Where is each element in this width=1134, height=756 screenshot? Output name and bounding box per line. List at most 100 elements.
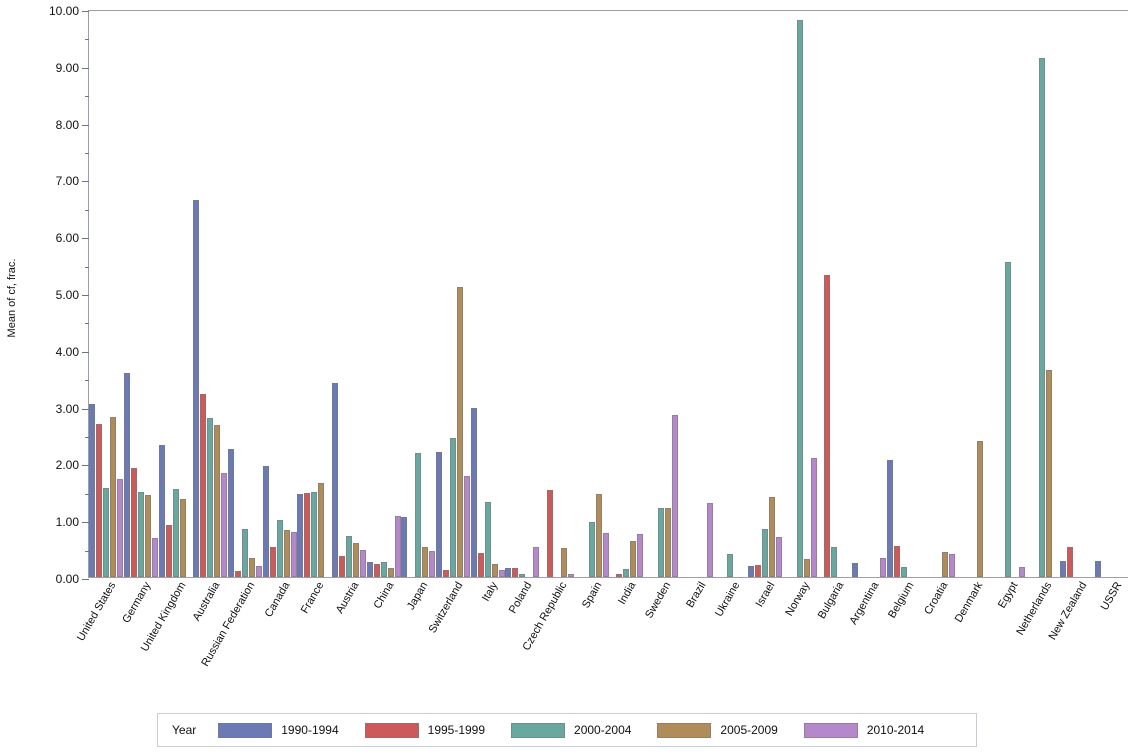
bar[interactable] (422, 547, 429, 577)
bar[interactable] (803, 559, 810, 577)
bar[interactable] (505, 568, 512, 577)
bar[interactable] (630, 541, 637, 577)
bar[interactable] (103, 487, 110, 577)
bar[interactable] (851, 563, 859, 577)
bar[interactable] (269, 546, 276, 577)
bar[interactable] (96, 424, 103, 577)
bar[interactable] (262, 466, 269, 577)
bar[interactable] (824, 275, 831, 577)
bar[interactable] (623, 569, 630, 577)
bar[interactable] (130, 467, 138, 577)
bar[interactable] (588, 522, 595, 577)
bar[interactable] (595, 493, 602, 577)
bar[interactable] (747, 565, 755, 577)
bar[interactable] (761, 529, 769, 577)
bar[interactable] (221, 472, 228, 577)
bar[interactable] (879, 557, 887, 577)
bar[interactable] (429, 551, 436, 577)
bar[interactable] (900, 566, 907, 577)
bar[interactable] (942, 552, 949, 577)
bar[interactable] (1018, 567, 1025, 577)
bar[interactable] (283, 530, 290, 577)
bar[interactable] (297, 493, 304, 577)
bar[interactable] (1004, 261, 1011, 577)
bar[interactable] (345, 536, 353, 577)
bar[interactable] (380, 561, 387, 577)
legend-item[interactable]: 1990-1994 (218, 722, 339, 738)
bar[interactable] (546, 490, 554, 577)
bar[interactable] (976, 441, 984, 577)
bar[interactable] (394, 516, 401, 577)
bar[interactable] (706, 503, 713, 577)
bar[interactable] (255, 566, 263, 577)
bar[interactable] (137, 491, 145, 577)
legend-item[interactable]: 2005-2009 (657, 722, 778, 738)
bar[interactable] (415, 453, 422, 577)
bar[interactable] (456, 286, 464, 577)
bar[interactable] (1039, 57, 1046, 577)
bar[interactable] (338, 555, 346, 577)
bar[interactable] (491, 563, 498, 577)
bar[interactable] (886, 460, 893, 577)
bar[interactable] (810, 457, 817, 577)
bar[interactable] (949, 553, 956, 577)
bar[interactable] (89, 403, 96, 577)
bar[interactable] (207, 417, 214, 577)
legend-item[interactable]: 2010-2014 (803, 722, 924, 738)
bar[interactable] (200, 393, 207, 577)
bar[interactable] (387, 568, 394, 577)
bar[interactable] (484, 502, 491, 577)
bar[interactable] (359, 549, 367, 577)
bar[interactable] (331, 383, 339, 577)
bar[interactable] (158, 445, 165, 577)
bar[interactable] (352, 542, 360, 577)
bar[interactable] (179, 499, 186, 577)
legend-item[interactable]: 1995-1999 (364, 722, 485, 738)
bar[interactable] (657, 507, 665, 577)
bar[interactable] (366, 561, 373, 577)
bar[interactable] (616, 573, 623, 577)
bar[interactable] (727, 553, 734, 577)
bar[interactable] (498, 570, 505, 577)
bar[interactable] (470, 408, 477, 577)
bar[interactable] (165, 525, 172, 577)
bar[interactable] (193, 200, 200, 577)
bar[interactable] (304, 492, 311, 577)
bar[interactable] (1066, 546, 1074, 577)
bar[interactable] (373, 563, 380, 577)
bar[interactable] (151, 538, 159, 577)
bar[interactable] (401, 517, 408, 577)
bar[interactable] (449, 437, 457, 577)
bar[interactable] (276, 519, 283, 577)
bar[interactable] (477, 553, 484, 577)
bar[interactable] (831, 547, 838, 577)
bar[interactable] (144, 495, 152, 577)
bar[interactable] (227, 448, 235, 577)
bar[interactable] (671, 415, 679, 577)
bar[interactable] (768, 496, 776, 577)
bar[interactable] (435, 452, 443, 577)
bar[interactable] (248, 557, 256, 577)
bar[interactable] (637, 534, 644, 577)
bar[interactable] (1046, 369, 1053, 577)
bar[interactable] (567, 573, 575, 577)
bar[interactable] (172, 488, 179, 577)
bar[interactable] (311, 491, 318, 577)
bar[interactable] (533, 546, 540, 577)
bar[interactable] (234, 571, 242, 577)
legend-item[interactable]: 2000-2004 (511, 722, 631, 738)
bar[interactable] (893, 545, 900, 577)
bar[interactable] (463, 475, 471, 577)
bar[interactable] (664, 508, 672, 577)
bar[interactable] (117, 479, 124, 577)
bar[interactable] (241, 529, 249, 577)
bar[interactable] (110, 417, 117, 577)
bar[interactable] (1094, 560, 1101, 577)
bar[interactable] (214, 424, 221, 577)
bar[interactable] (602, 533, 609, 577)
bar[interactable] (318, 483, 325, 577)
bar[interactable] (775, 537, 783, 577)
bar[interactable] (512, 567, 519, 577)
bar[interactable] (123, 372, 131, 577)
bar[interactable] (560, 548, 568, 577)
